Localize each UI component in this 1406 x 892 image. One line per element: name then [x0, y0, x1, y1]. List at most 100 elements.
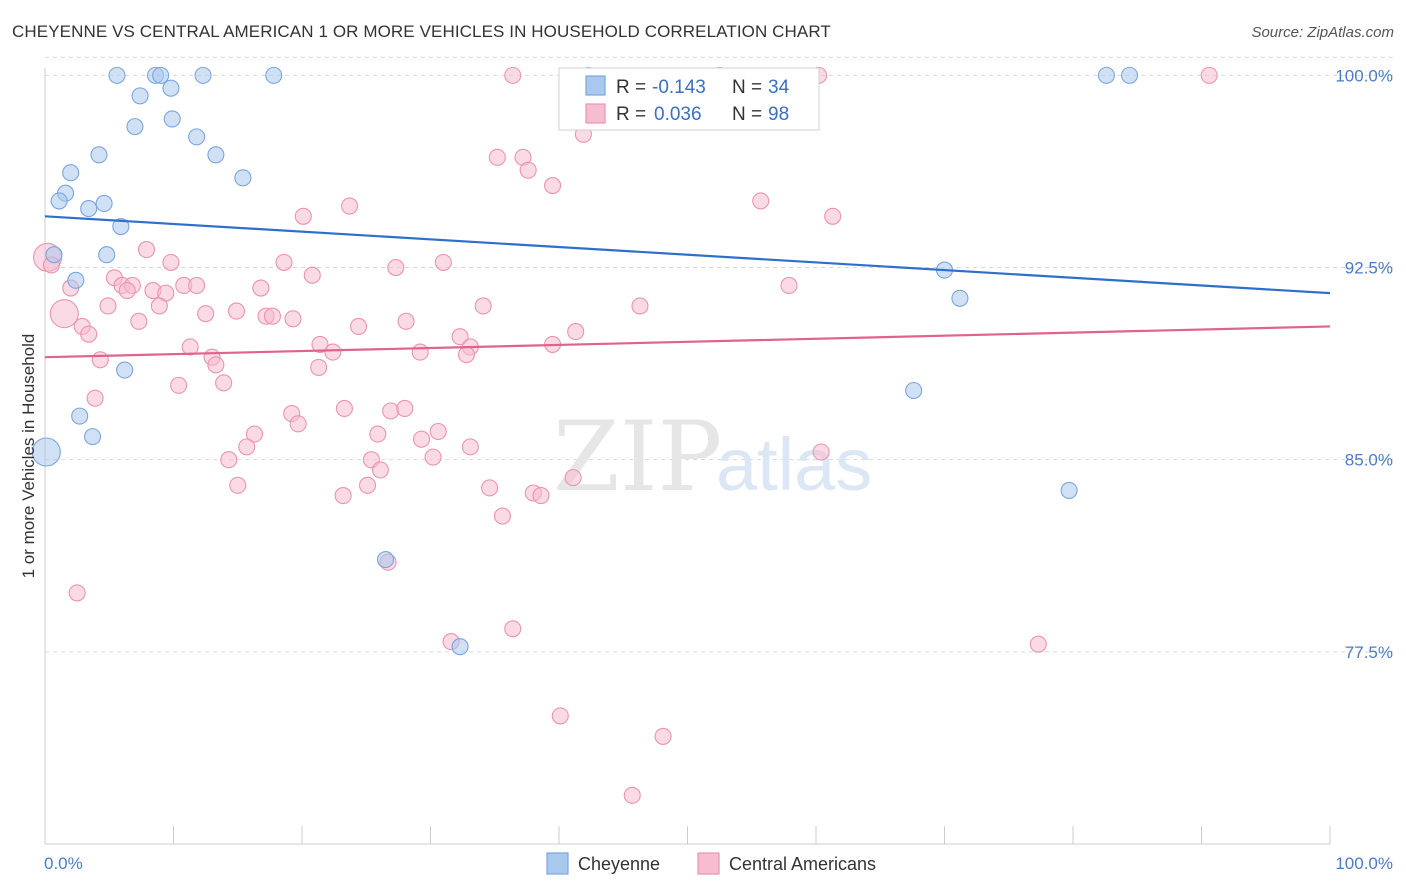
- cheyenne-trend-line: [44, 215, 1331, 295]
- correlation-legend: R = -0.143 N = 34 R = 0.036 N = 98: [558, 67, 820, 131]
- watermark: ZIP atlas: [553, 401, 872, 513]
- central-americans-point: [220, 451, 238, 469]
- central-americans-point: [382, 402, 400, 420]
- y-tick-label: 100.0%: [1335, 66, 1393, 85]
- cheyenne-point: [1120, 66, 1139, 84]
- central-americans-point: [207, 356, 225, 374]
- legend-swatch-cheyenne: [585, 75, 606, 96]
- cheyenne-point: [45, 246, 63, 264]
- series-legend-label-cheyenne: Cheyenne: [578, 854, 660, 874]
- central-americans-point: [238, 438, 256, 456]
- central-americans-point: [170, 376, 188, 394]
- legend-n-value-cheyenne: 34: [768, 77, 790, 98]
- central-americans-point: [324, 343, 342, 361]
- central-americans-point: [461, 438, 479, 456]
- cheyenne-point: [112, 217, 130, 236]
- central-americans-point: [519, 161, 537, 179]
- central-americans-point: [80, 325, 98, 343]
- source-label: Source: ZipAtlas.com: [1251, 24, 1394, 41]
- central-americans-point: [263, 307, 281, 325]
- x-tick-label-max: 100.0%: [1335, 854, 1393, 873]
- cheyenne-point: [108, 66, 126, 84]
- central-americans-point: [654, 727, 672, 745]
- gridlines: [45, 56, 1395, 653]
- central-americans-point: [780, 276, 798, 295]
- cheyenne-point: [98, 246, 116, 264]
- central-americans-point: [474, 297, 492, 315]
- cheyenne-point: [951, 289, 969, 307]
- legend-r-label-cheyenne: R =: [616, 77, 646, 98]
- series-legend-swatch-cheyenne: [546, 852, 569, 875]
- cheyenne-point: [90, 146, 108, 164]
- y-axis-label: 1 or more Vehicles in Household: [19, 334, 38, 579]
- cheyenne-point: [234, 169, 252, 187]
- central-americans-point: [227, 302, 246, 320]
- legend-swatch-central: [585, 103, 606, 124]
- cheyenne-point: [71, 407, 89, 425]
- central-americans-point: [532, 487, 550, 505]
- central-americans-point: [137, 241, 156, 259]
- central-americans-point: [429, 422, 447, 441]
- central-americans-point: [396, 399, 414, 417]
- legend-r-label-central: R =: [616, 104, 646, 125]
- central-americans-point: [289, 415, 307, 433]
- central-americans-point: [451, 328, 469, 346]
- chart-title: CHEYENNE VS CENTRAL AMERICAN 1 OR MORE V…: [12, 22, 831, 41]
- central-americans-point: [294, 207, 312, 225]
- central-americans-point: [130, 312, 148, 330]
- central-americans-point: [284, 310, 302, 328]
- series-legend: Cheyenne Central Americans: [546, 852, 876, 875]
- cheyenne-point: [67, 271, 85, 289]
- central-americans-point: [631, 297, 649, 315]
- y-tick-label: 85.0%: [1345, 451, 1393, 470]
- central-americans-point: [91, 351, 109, 369]
- central-americans-point: [311, 335, 329, 353]
- central-americans-point: [349, 317, 368, 336]
- central-americans-point: [162, 253, 180, 271]
- cheyenne-point: [162, 79, 180, 97]
- central-americans-point: [504, 620, 522, 638]
- central-americans-point: [424, 448, 442, 466]
- cheyenne-point: [1097, 66, 1115, 84]
- central-americans-point: [68, 584, 86, 602]
- cheyenne-point: [126, 118, 144, 136]
- central-americans-point: [49, 299, 79, 329]
- cheyenne-points: [31, 66, 1139, 656]
- trend-lines: [44, 215, 1331, 359]
- central-americans-point: [564, 469, 582, 487]
- y-tick-label: 77.5%: [1345, 643, 1393, 662]
- central-americans-point: [812, 443, 830, 461]
- legend-n-value-central: 98: [768, 104, 789, 125]
- central-americans-point: [229, 476, 247, 494]
- central-americans-point: [544, 176, 562, 195]
- central-americans-point: [504, 66, 522, 84]
- central-americans-trend-line: [44, 325, 1331, 359]
- series-legend-swatch-central: [697, 852, 720, 875]
- cheyenne-point: [376, 551, 395, 569]
- central-americans-point: [252, 279, 270, 297]
- central-americans-point: [99, 297, 117, 315]
- cheyenne-point: [265, 66, 283, 84]
- central-americans-point: [1200, 66, 1218, 84]
- central-americans-point: [310, 358, 328, 377]
- x-tick-label-min: 0.0%: [44, 854, 83, 873]
- cheyenne-point: [131, 87, 149, 105]
- cheyenne-point: [50, 192, 68, 210]
- central-americans-point: [387, 258, 405, 277]
- central-americans-point: [188, 276, 206, 295]
- central-americans-point: [340, 197, 359, 215]
- central-americans-point: [623, 786, 641, 804]
- central-americans-point: [551, 707, 569, 725]
- central-americans-point: [358, 476, 377, 494]
- central-americans-point: [488, 148, 506, 166]
- central-americans-point: [412, 430, 431, 448]
- central-americans-point: [334, 487, 352, 505]
- legend-n-label-central: N =: [732, 104, 762, 125]
- cheyenne-point: [152, 66, 170, 84]
- cheyenne-point: [451, 638, 469, 656]
- central-americans-point: [481, 479, 499, 497]
- central-americans-point: [86, 389, 104, 407]
- cheyenne-point: [83, 428, 102, 446]
- central-americans-point: [752, 192, 770, 210]
